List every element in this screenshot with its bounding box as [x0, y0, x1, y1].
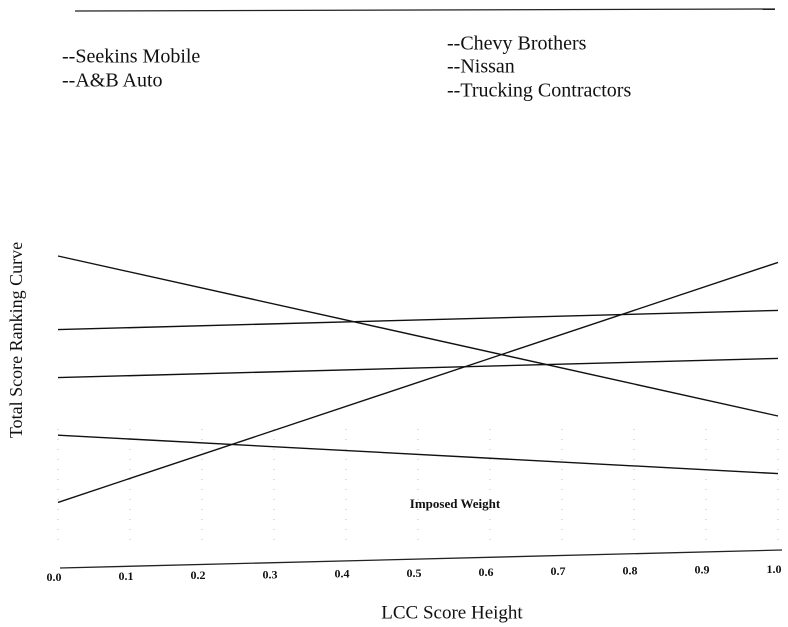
- series-line: [57, 434, 779, 475]
- series-line: [57, 357, 779, 379]
- x-tick-label: 0.5: [407, 566, 422, 580]
- series-line: [57, 309, 779, 331]
- x-tick-label: 0.7: [551, 564, 566, 578]
- y-axis-label: Total Score Ranking Curve: [6, 242, 26, 438]
- series-line: [57, 255, 779, 417]
- x-tick-label: 0.1: [119, 569, 134, 583]
- legend-entry: --Seekins Mobile: [62, 46, 200, 68]
- x-axis-label: LCC Score Height: [381, 602, 523, 623]
- x-tick-label: 0.9: [695, 563, 710, 577]
- x-axis: [59, 549, 783, 569]
- x-tick-label: 0.2: [191, 568, 206, 582]
- x-tick-label: 0.8: [623, 563, 638, 577]
- legend-entry: --Chevy Brothers: [447, 33, 587, 55]
- series-line: [57, 261, 779, 504]
- annotation: Imposed Weight: [410, 496, 501, 511]
- legend-entry: --Nissan: [447, 56, 515, 78]
- x-tick-label: 0.0: [47, 570, 62, 584]
- legend-entry: --Trucking Contractors: [447, 80, 631, 102]
- x-tick-label: 1.0: [767, 562, 782, 576]
- x-tick-label: 0.4: [335, 567, 350, 581]
- legend-entry: --A&B Auto: [62, 70, 163, 92]
- x-tick-label: 0.3: [263, 567, 278, 581]
- x-tick-label: 0.6: [479, 565, 494, 579]
- top-rule: [74, 8, 776, 12]
